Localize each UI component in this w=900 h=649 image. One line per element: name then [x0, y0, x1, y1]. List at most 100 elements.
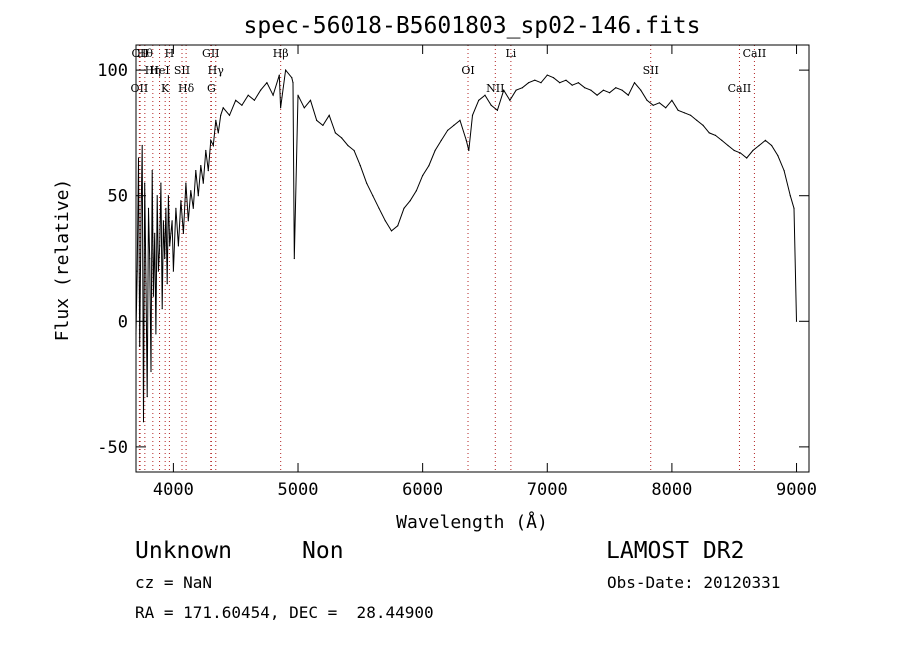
data-point	[596, 94, 598, 96]
line-marker-label: GII	[202, 47, 219, 60]
data-point	[733, 149, 735, 152]
x-tick-label: 4000	[153, 480, 194, 500]
data-point	[207, 170, 209, 172]
ra-dec-text: RA = 171.60454, DEC = 28.44900	[135, 603, 434, 622]
data-point	[217, 132, 219, 134]
data-point	[777, 154, 779, 157]
object-class: Unknown	[135, 538, 232, 564]
data-point	[235, 99, 237, 101]
data-point	[415, 190, 417, 192]
data-point	[577, 82, 580, 84]
line-marker-label: OI	[461, 64, 474, 77]
data-point	[165, 207, 167, 209]
data-point	[272, 94, 274, 96]
data-point	[278, 74, 280, 76]
data-point	[403, 207, 405, 209]
series-group	[135, 68, 798, 423]
data-point	[149, 257, 151, 260]
data-point	[428, 165, 430, 167]
line-marker-label: SII	[174, 64, 190, 77]
data-point	[151, 170, 153, 172]
data-point	[141, 144, 143, 147]
data-point	[147, 207, 150, 209]
axis-ticks: 4000 5000 6000 7000 8000 9000 -50 0 50 100	[97, 45, 817, 500]
data-point	[155, 333, 157, 335]
data-point	[540, 82, 542, 84]
data-point	[621, 89, 623, 91]
data-point	[503, 89, 505, 91]
line-marker-label: CaII	[743, 47, 767, 60]
data-point	[758, 144, 760, 147]
data-point	[783, 170, 785, 172]
line-marker-label: CaII	[728, 82, 752, 95]
x-tick-label: 7000	[527, 480, 568, 500]
data-point	[167, 195, 169, 197]
data-point	[247, 94, 249, 96]
data-point	[140, 220, 142, 222]
x-tick-label: 9000	[776, 480, 817, 500]
data-point	[590, 89, 592, 91]
data-point	[390, 230, 393, 232]
data-point	[280, 107, 282, 109]
data-point	[161, 308, 163, 310]
data-point	[602, 89, 605, 91]
data-point	[359, 165, 361, 167]
data-point	[552, 77, 555, 79]
data-point	[215, 119, 217, 121]
data-point	[145, 283, 147, 285]
data-point	[609, 92, 611, 94]
data-point	[471, 114, 474, 116]
data-point	[652, 104, 654, 106]
data-point	[253, 99, 255, 101]
data-point	[690, 114, 692, 116]
object-subclass: Non	[302, 538, 344, 564]
data-point	[478, 99, 480, 101]
data-point	[658, 102, 661, 104]
data-point	[565, 79, 567, 81]
data-point	[334, 132, 336, 134]
data-point	[793, 207, 795, 209]
line-marker-label: NII	[486, 82, 504, 95]
x-tick-label: 6000	[402, 480, 443, 500]
data-point	[169, 245, 171, 247]
data-point	[665, 107, 667, 109]
data-point	[708, 132, 710, 134]
data-point	[384, 220, 386, 222]
data-point	[285, 69, 287, 71]
data-point	[142, 421, 145, 423]
data-point	[468, 149, 470, 152]
data-point	[177, 245, 179, 247]
line-marker-label: Hγ	[208, 64, 225, 77]
data-point	[164, 257, 166, 260]
data-point	[353, 149, 355, 152]
y-tick-label: 100	[97, 61, 128, 81]
data-point	[172, 270, 174, 272]
data-point	[195, 170, 197, 172]
data-point	[205, 149, 207, 152]
data-point	[559, 82, 561, 84]
line-marker-label: Hβ	[273, 47, 289, 60]
line-marker-label: Hδ	[178, 82, 195, 95]
data-point	[192, 207, 194, 209]
data-point	[347, 144, 349, 147]
data-point	[212, 144, 214, 147]
data-point	[546, 74, 548, 76]
data-point	[584, 87, 586, 89]
data-point	[409, 200, 411, 202]
data-point	[721, 139, 723, 141]
data-point	[714, 134, 717, 136]
data-point	[137, 157, 140, 159]
y-tick-label: 50	[108, 187, 128, 207]
data-point	[378, 207, 380, 209]
data-point	[366, 182, 368, 184]
data-point	[696, 119, 698, 121]
data-point	[292, 82, 294, 84]
data-point	[166, 283, 168, 285]
data-point	[528, 82, 530, 84]
data-point	[739, 152, 742, 154]
redshift-text: cz = NaN	[135, 573, 213, 592]
data-point	[154, 232, 156, 234]
plot-frame	[135, 44, 810, 473]
data-point	[144, 182, 146, 184]
